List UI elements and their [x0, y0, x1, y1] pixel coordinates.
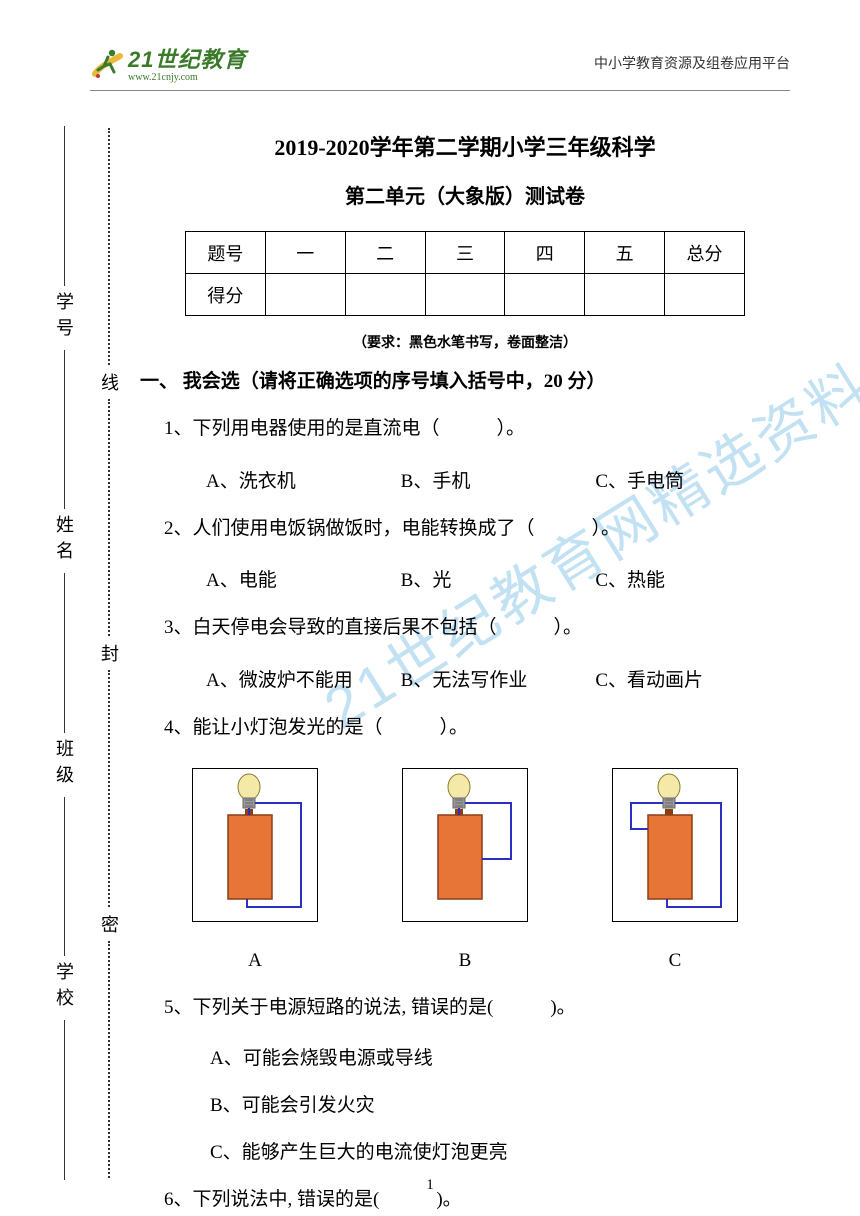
th: 二	[345, 232, 425, 274]
th: 总分	[665, 232, 745, 274]
sidebar-label-name: 姓名	[51, 515, 77, 567]
binding-sidebar: 学号 姓名 班级 学校 线 封 密	[44, 120, 134, 1186]
table-row: 题号 一 二 三 四 五 总分	[186, 232, 745, 274]
q5-c: C、能够产生巨大的电流使灯泡更亮	[140, 1137, 790, 1164]
opt-a: A、微波炉不能用	[206, 665, 401, 692]
q5-a: A、可能会烧毁电源或导线	[140, 1043, 790, 1070]
q2-text: 2、人们使用电饭锅做饭时，电能转换成了（ ）。	[140, 515, 790, 544]
sidebar-label-class: 班级	[51, 739, 77, 791]
mark-mi: 密	[96, 915, 122, 933]
sidebar-line	[64, 126, 65, 286]
td: 得分	[186, 274, 266, 316]
th: 五	[585, 232, 665, 274]
dotted-line	[108, 670, 110, 907]
runner-icon	[90, 46, 124, 80]
doc-title-2: 第二单元（大象版）测试卷	[140, 180, 790, 209]
opt-b: B、手机	[401, 466, 596, 493]
q4-text: 4、能让小灯泡发光的是（ ）。	[140, 714, 790, 743]
score-table: 题号 一 二 三 四 五 总分 得分	[185, 231, 745, 316]
q1-text: 1、下列用电器使用的是直流电（ ）。	[140, 415, 790, 444]
q4-circuits	[140, 768, 790, 922]
td	[665, 274, 745, 316]
logo-text-wrap: 21世纪教育 www.21cnjy.com	[128, 42, 246, 83]
opt-a: A、电能	[206, 565, 401, 592]
td	[345, 274, 425, 316]
circuit-b	[402, 768, 528, 922]
sidebar-line	[64, 1020, 65, 1180]
sidebar-labels-col: 学号 姓名 班级 学校	[44, 120, 84, 1186]
q3-text: 3、白天停电会导致的直接后果不包括（ ）。	[140, 614, 790, 643]
sidebar-line	[64, 797, 65, 957]
q5-b: B、可能会引发火灾	[140, 1090, 790, 1117]
requirement: （要求：黑色水笔书写，卷面整洁）	[140, 332, 790, 352]
td	[505, 274, 585, 316]
circuit-a	[192, 768, 318, 922]
mark-feng: 封	[96, 644, 122, 662]
label-a: A	[192, 950, 318, 972]
label-c: C	[612, 950, 738, 972]
sidebar-line	[64, 350, 65, 510]
dotted-line	[108, 399, 110, 636]
opt-b: B、无法写作业	[401, 665, 596, 692]
header-rule	[90, 90, 790, 91]
mark-xian: 线	[96, 373, 122, 391]
q2-options: A、电能 B、光 C、热能	[140, 565, 790, 592]
main-content: 2019-2020学年第二学期小学三年级科学 第二单元（大象版）测试卷 题号 一…	[140, 120, 790, 1214]
page-number: 1	[0, 1177, 860, 1194]
q4-labels: A B C	[140, 950, 790, 972]
table-row: 得分	[186, 274, 745, 316]
q3-options: A、微波炉不能用 B、无法写作业 C、看动画片	[140, 665, 790, 692]
platform-label: 中小学教育资源及组卷应用平台	[594, 53, 790, 73]
sidebar-label-school: 学校	[51, 962, 77, 1014]
td	[425, 274, 505, 316]
sidebar-label-id: 学号	[51, 292, 77, 344]
td	[265, 274, 345, 316]
sidebar-marks-col: 线 封 密	[84, 120, 134, 1186]
opt-c: C、看动画片	[595, 665, 790, 692]
sidebar-line	[64, 573, 65, 733]
opt-b: B、光	[401, 565, 596, 592]
dotted-line	[108, 128, 110, 365]
logo-text: 21世纪教育	[128, 42, 246, 74]
logo: 21世纪教育 www.21cnjy.com	[90, 42, 246, 83]
th: 题号	[186, 232, 266, 274]
td	[585, 274, 665, 316]
page-header: 21世纪教育 www.21cnjy.com 中小学教育资源及组卷应用平台	[90, 42, 790, 83]
circuit-c	[612, 768, 738, 922]
doc-title-1: 2019-2020学年第二学期小学三年级科学	[140, 130, 790, 162]
dotted-line	[108, 941, 110, 1178]
th: 三	[425, 232, 505, 274]
section-1-head: 一、 我会选（请将正确选项的序号填入括号中，20 分）	[140, 366, 790, 393]
q1-options: A、洗衣机 B、手机 C、手电筒	[140, 466, 790, 493]
th: 四	[505, 232, 585, 274]
opt-c: C、手电筒	[595, 466, 790, 493]
th: 一	[265, 232, 345, 274]
opt-a: A、洗衣机	[206, 466, 401, 493]
opt-c: C、热能	[595, 565, 790, 592]
label-b: B	[402, 950, 528, 972]
q5-text: 5、下列关于电源短路的说法, 错误的是( )。	[140, 994, 790, 1023]
